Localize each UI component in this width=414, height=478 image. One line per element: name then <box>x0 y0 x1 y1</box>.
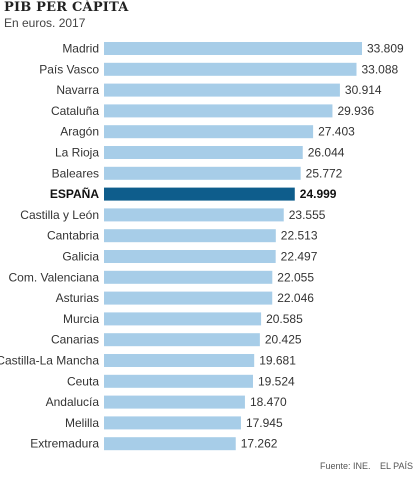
bar-com-valenciana <box>104 270 273 284</box>
chart-title: PIB PER CÁPITA <box>4 0 129 15</box>
category-label-cantabria: Cantabria <box>47 229 99 243</box>
value-label-ceuta: 19.524 <box>258 374 295 388</box>
bar-extremadura <box>104 437 236 451</box>
category-label-castilla-la-mancha: Castilla-La Mancha <box>0 354 99 368</box>
category-label-murcia: Murcia <box>63 312 99 326</box>
source-note: Fuente: INE. <box>320 461 371 471</box>
category-label-canarias: Canarias <box>51 333 99 347</box>
category-label-galicia: Galicia <box>62 250 99 264</box>
value-label-castilla-la-mancha: 19.681 <box>259 354 296 368</box>
bar-navarra <box>104 83 340 97</box>
category-label-pais-vasco: País Vasco <box>39 62 99 76</box>
bar-madrid <box>104 42 362 55</box>
bar-baleares <box>104 166 301 180</box>
bar-pais-vasco <box>104 62 357 76</box>
value-label-murcia: 20.585 <box>266 312 303 326</box>
value-label-la-rioja: 26.044 <box>308 146 345 160</box>
value-label-melilla: 17.945 <box>246 416 283 430</box>
value-label-com-valenciana: 22.055 <box>277 270 314 284</box>
bar-castilla-y-leon <box>104 208 284 222</box>
bar-espana <box>104 187 295 201</box>
bar-castilla-la-mancha <box>104 354 255 367</box>
bar-ceuta <box>104 374 253 388</box>
value-label-castilla-y-leon: 23.555 <box>289 208 326 222</box>
value-label-baleares: 25.772 <box>306 166 343 180</box>
value-label-navarra: 30.914 <box>345 83 382 97</box>
bar-cantabria <box>104 229 276 243</box>
category-label-asturias: Asturias <box>56 291 99 305</box>
category-label-andalucia: Andalucía <box>46 395 100 409</box>
bar-cataluna <box>104 104 333 118</box>
value-label-andalucia: 18.470 <box>250 395 287 409</box>
bar-aragon <box>104 125 314 139</box>
value-label-pais-vasco: 33.088 <box>361 62 398 76</box>
bar-andalucia <box>104 395 245 409</box>
category-label-navarra: Navarra <box>56 83 99 97</box>
category-label-ceuta: Ceuta <box>67 374 99 388</box>
bar-murcia <box>104 312 262 326</box>
value-label-aragon: 27.403 <box>318 125 355 139</box>
category-label-castilla-y-leon: Castilla y León <box>20 208 99 222</box>
value-label-asturias: 22.046 <box>277 291 314 305</box>
bar-canarias <box>104 333 260 347</box>
category-label-aragon: Aragón <box>60 125 99 139</box>
publisher-brand: EL PAÍS <box>380 461 414 471</box>
category-label-cataluna: Cataluña <box>51 104 99 118</box>
category-label-madrid: Madrid <box>62 42 99 56</box>
category-label-la-rioja: La Rioja <box>55 146 99 160</box>
value-label-espana: 24.999 <box>300 187 337 201</box>
value-label-madrid: 33.809 <box>367 42 404 56</box>
category-label-extremadura: Extremadura <box>30 437 99 451</box>
category-label-com-valenciana: Com. Valenciana <box>9 270 100 284</box>
value-label-extremadura: 17.262 <box>241 437 278 451</box>
bar-galicia <box>104 250 276 263</box>
bar-melilla <box>104 416 241 430</box>
bar-asturias <box>104 291 273 305</box>
bar-la-rioja <box>104 146 303 159</box>
value-label-galicia: 22.497 <box>281 250 318 264</box>
value-label-canarias: 20.425 <box>265 333 302 347</box>
value-label-cantabria: 22.513 <box>281 229 318 243</box>
value-label-cataluna: 29.936 <box>337 104 374 118</box>
category-label-melilla: Melilla <box>65 416 99 430</box>
chart-subtitle: En euros. 2017 <box>4 16 86 30</box>
category-label-espana: ESPAÑA <box>50 186 99 201</box>
category-label-baleares: Baleares <box>52 166 99 180</box>
